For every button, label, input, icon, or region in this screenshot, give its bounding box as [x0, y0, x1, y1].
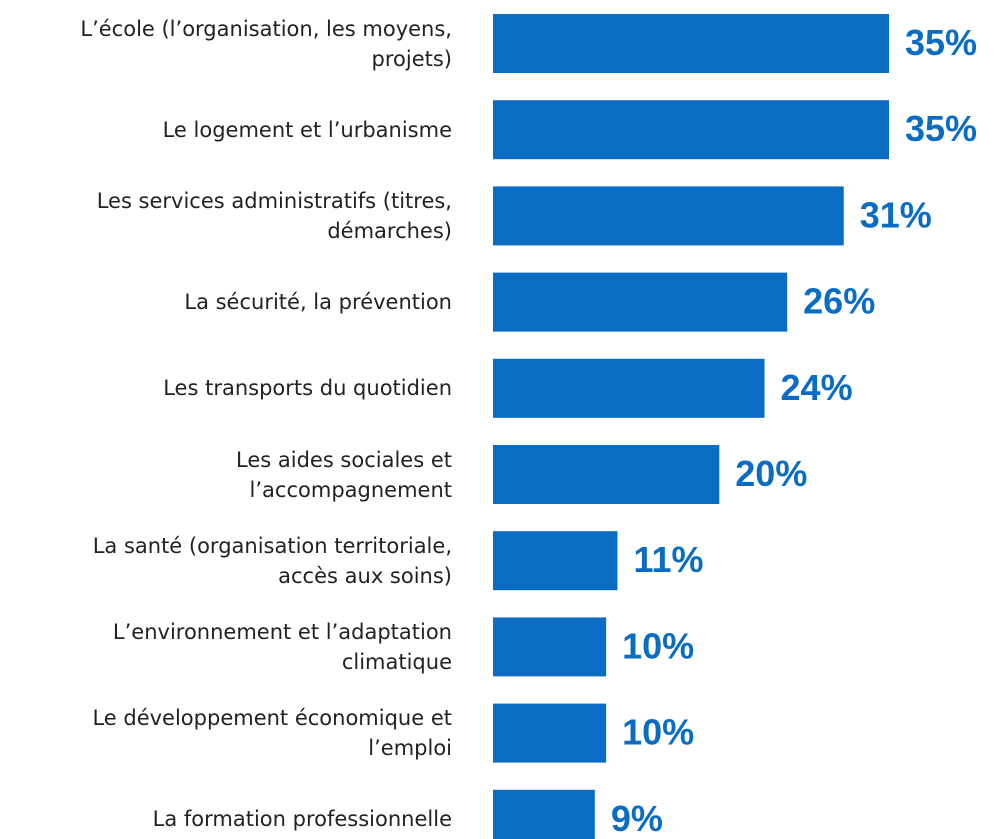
bar [493, 100, 889, 160]
bar [493, 789, 595, 839]
category-label: Les aides sociales et l’accompagnement [236, 447, 452, 502]
category-label: Le développement économique et l’emploi [92, 706, 452, 761]
bar [493, 14, 889, 73]
bar [493, 617, 607, 677]
bar [493, 445, 720, 504]
bar [493, 358, 765, 418]
bar [493, 186, 844, 246]
value-label: 24% [781, 367, 853, 408]
bar [493, 703, 607, 763]
value-label: 20% [735, 453, 807, 494]
category-label: La formation professionnelle [152, 807, 452, 832]
value-label: 26% [803, 281, 875, 322]
value-label: 10% [622, 712, 694, 753]
category-label: L’environnement et l’adaptation climatiq… [112, 619, 452, 674]
value-label: 35% [905, 108, 977, 149]
value-label: 31% [860, 194, 932, 235]
value-label: 10% [622, 625, 694, 666]
value-label: 9% [611, 798, 663, 839]
category-label: Les transports du quotidien [163, 376, 452, 401]
bar [493, 531, 618, 591]
category-label: Les services administratifs (titres, dém… [96, 188, 452, 243]
category-label: L’école (l’organisation, les moyens, pro… [80, 16, 452, 71]
category-label: Le logement et l’urbanisme [162, 117, 452, 142]
bar [493, 272, 788, 332]
category-label: La sécurité, la prévention [184, 290, 452, 315]
value-label: 35% [905, 22, 977, 63]
value-label: 11% [633, 539, 703, 580]
category-label: La santé (organisation territoriale, acc… [92, 533, 452, 588]
